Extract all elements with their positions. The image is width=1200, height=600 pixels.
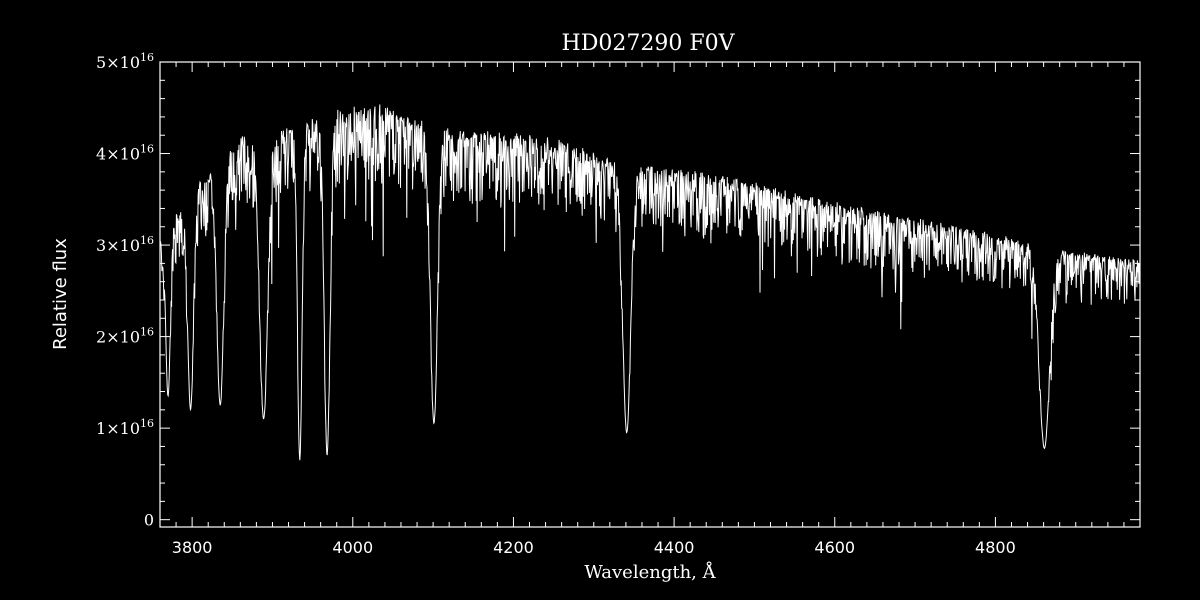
x-tick-label: 4200 bbox=[493, 538, 534, 557]
y-tick-label: 2×1016 bbox=[96, 326, 154, 347]
spectrum-series-line bbox=[159, 104, 1141, 461]
axis-ticks bbox=[159, 61, 1141, 527]
x-tick-label: 4600 bbox=[814, 538, 855, 557]
x-tick-label: 4000 bbox=[332, 538, 373, 557]
y-tick-label: 0 bbox=[144, 511, 154, 530]
plot-frame bbox=[159, 61, 1141, 528]
x-axis-label: Wavelength, Å bbox=[584, 561, 716, 583]
x-tick-label: 3800 bbox=[172, 538, 213, 557]
y-tick-label: 5×1016 bbox=[96, 51, 154, 72]
chart-title: HD027290 F0V bbox=[562, 31, 736, 56]
axis-tick-labels: 3800 4000 4200 4400 4600 4800 0 1×1016 2×1016 3×1… bbox=[96, 51, 1016, 557]
x-tick-label: 4400 bbox=[654, 538, 695, 557]
y-axis-label: Relative flux bbox=[50, 238, 71, 350]
y-tick-label: 1×1016 bbox=[96, 417, 154, 438]
y-tick-label: 3×1016 bbox=[96, 234, 154, 255]
y-tick-label: 4×1016 bbox=[96, 143, 154, 164]
x-tick-label: 4800 bbox=[975, 538, 1016, 557]
